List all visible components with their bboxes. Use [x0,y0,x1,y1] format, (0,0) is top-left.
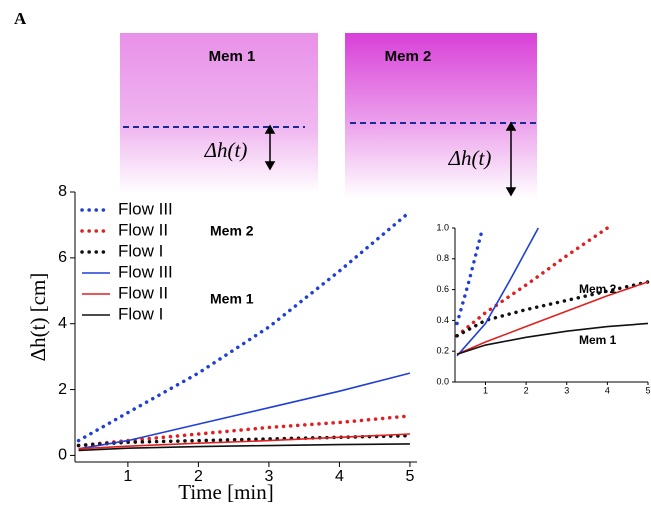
legend-label: Flow II [118,283,168,302]
legend-group: Mem 1 [210,291,254,307]
series-line [78,372,411,450]
y-tick-label: 6 [58,249,67,266]
y-tick-label: 0.2 [436,346,449,356]
x-tick-label: 3 [564,385,569,395]
series-line [456,227,539,357]
series-line [456,281,649,356]
y-tick-label: 4 [58,315,67,332]
series-line [78,443,410,452]
series-line [76,433,412,448]
legend-label: Flow II [118,220,168,239]
panel-label: A [14,9,27,28]
y-tick-label: 8 [58,183,67,200]
y-axis-label: Δh(t) [cm] [26,273,50,362]
annotation: Mem 1 [579,333,617,347]
legend-label: Flow I [118,304,163,323]
x-tick-label: 1 [123,468,132,485]
series-line [76,210,412,443]
image-annotation: Δh(t) [204,138,248,162]
image-annotation: Δh(t) [448,146,492,170]
x-tick-label: 4 [335,468,344,485]
x-tick-label: 2 [524,385,529,395]
membrane-image [120,33,318,193]
x-tick-label: 3 [264,468,273,485]
series-line [78,433,410,450]
image-label: Mem 1 [209,48,256,65]
membrane-image [345,33,537,198]
legend-label: Flow III [118,262,173,281]
series-line [455,280,650,338]
x-tick-label: 5 [405,468,414,485]
y-tick-label: 0.0 [436,376,449,386]
x-tick-label: 4 [605,385,610,395]
legend-group: Mem 2 [210,223,254,239]
x-axis-label: Time [min] [178,480,273,504]
y-tick-label: 0.8 [436,253,449,263]
y-tick-label: 0 [58,447,67,464]
y-tick-label: 2 [58,381,67,398]
y-tick-label: 1.0 [436,222,449,232]
x-tick-label: 1 [483,385,488,395]
series-line [456,322,649,356]
legend-label: Flow I [118,241,163,260]
series-line [455,226,610,338]
y-tick-label: 0.6 [436,284,449,294]
annotation: Mem 2 [579,282,617,296]
image-label: Mem 2 [385,48,432,65]
series-line [455,230,484,326]
y-tick-label: 0.4 [436,315,449,325]
arrows [264,121,517,197]
legend-label: Flow III [118,199,173,218]
x-tick-label: 5 [645,385,650,395]
x-tick-label: 2 [194,468,203,485]
